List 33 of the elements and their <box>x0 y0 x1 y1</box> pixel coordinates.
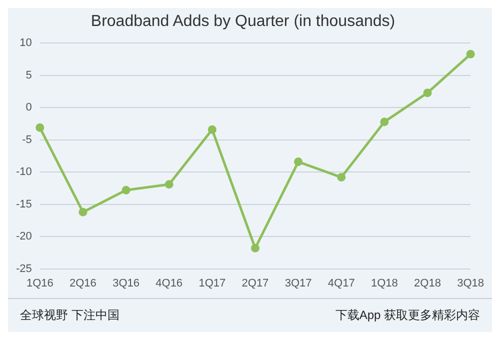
y-tick-label: 0 <box>26 102 32 114</box>
x-tick-label: 2Q17 <box>242 277 269 290</box>
x-tick-label: 3Q16 <box>112 277 140 290</box>
y-tick-label: -10 <box>16 166 32 178</box>
point <box>250 244 260 252</box>
x-tick-label: 2Q16 <box>70 277 96 290</box>
point <box>423 88 432 98</box>
x-tick-label: 1Q16 <box>26 277 54 290</box>
y-tick-label: -15 <box>16 198 32 210</box>
x-tick-label: 3Q17 <box>284 277 312 290</box>
x-tick-label: 4Q17 <box>328 277 355 290</box>
x-tick-label: 3Q18 <box>457 277 484 290</box>
point <box>380 118 389 126</box>
x-tick-label: 1Q17 <box>198 277 226 290</box>
point <box>78 208 88 216</box>
point <box>164 180 174 189</box>
point <box>122 186 130 194</box>
point <box>208 125 216 134</box>
point <box>466 50 475 58</box>
x-tick-label: 4Q16 <box>156 277 183 290</box>
x-tick-label: 2Q18 <box>414 277 441 290</box>
x-tick-label: 1Q18 <box>370 277 398 290</box>
point <box>36 123 44 132</box>
y-tick-label: -25 <box>16 262 32 275</box>
point <box>337 173 346 182</box>
point <box>294 158 303 166</box>
y-tick-label: -20 <box>16 230 32 243</box>
y-tick-label: 10 <box>20 37 32 50</box>
chart-title: Broadband Adds by Quarter (in thousands) <box>90 13 396 30</box>
text: 全球视野 下注中国 <box>20 307 120 324</box>
y-tick-label: -5 <box>22 134 32 146</box>
y-tick-label: 5 <box>26 69 32 82</box>
text: 下载App 获取更多精彩内容 <box>335 307 480 324</box>
